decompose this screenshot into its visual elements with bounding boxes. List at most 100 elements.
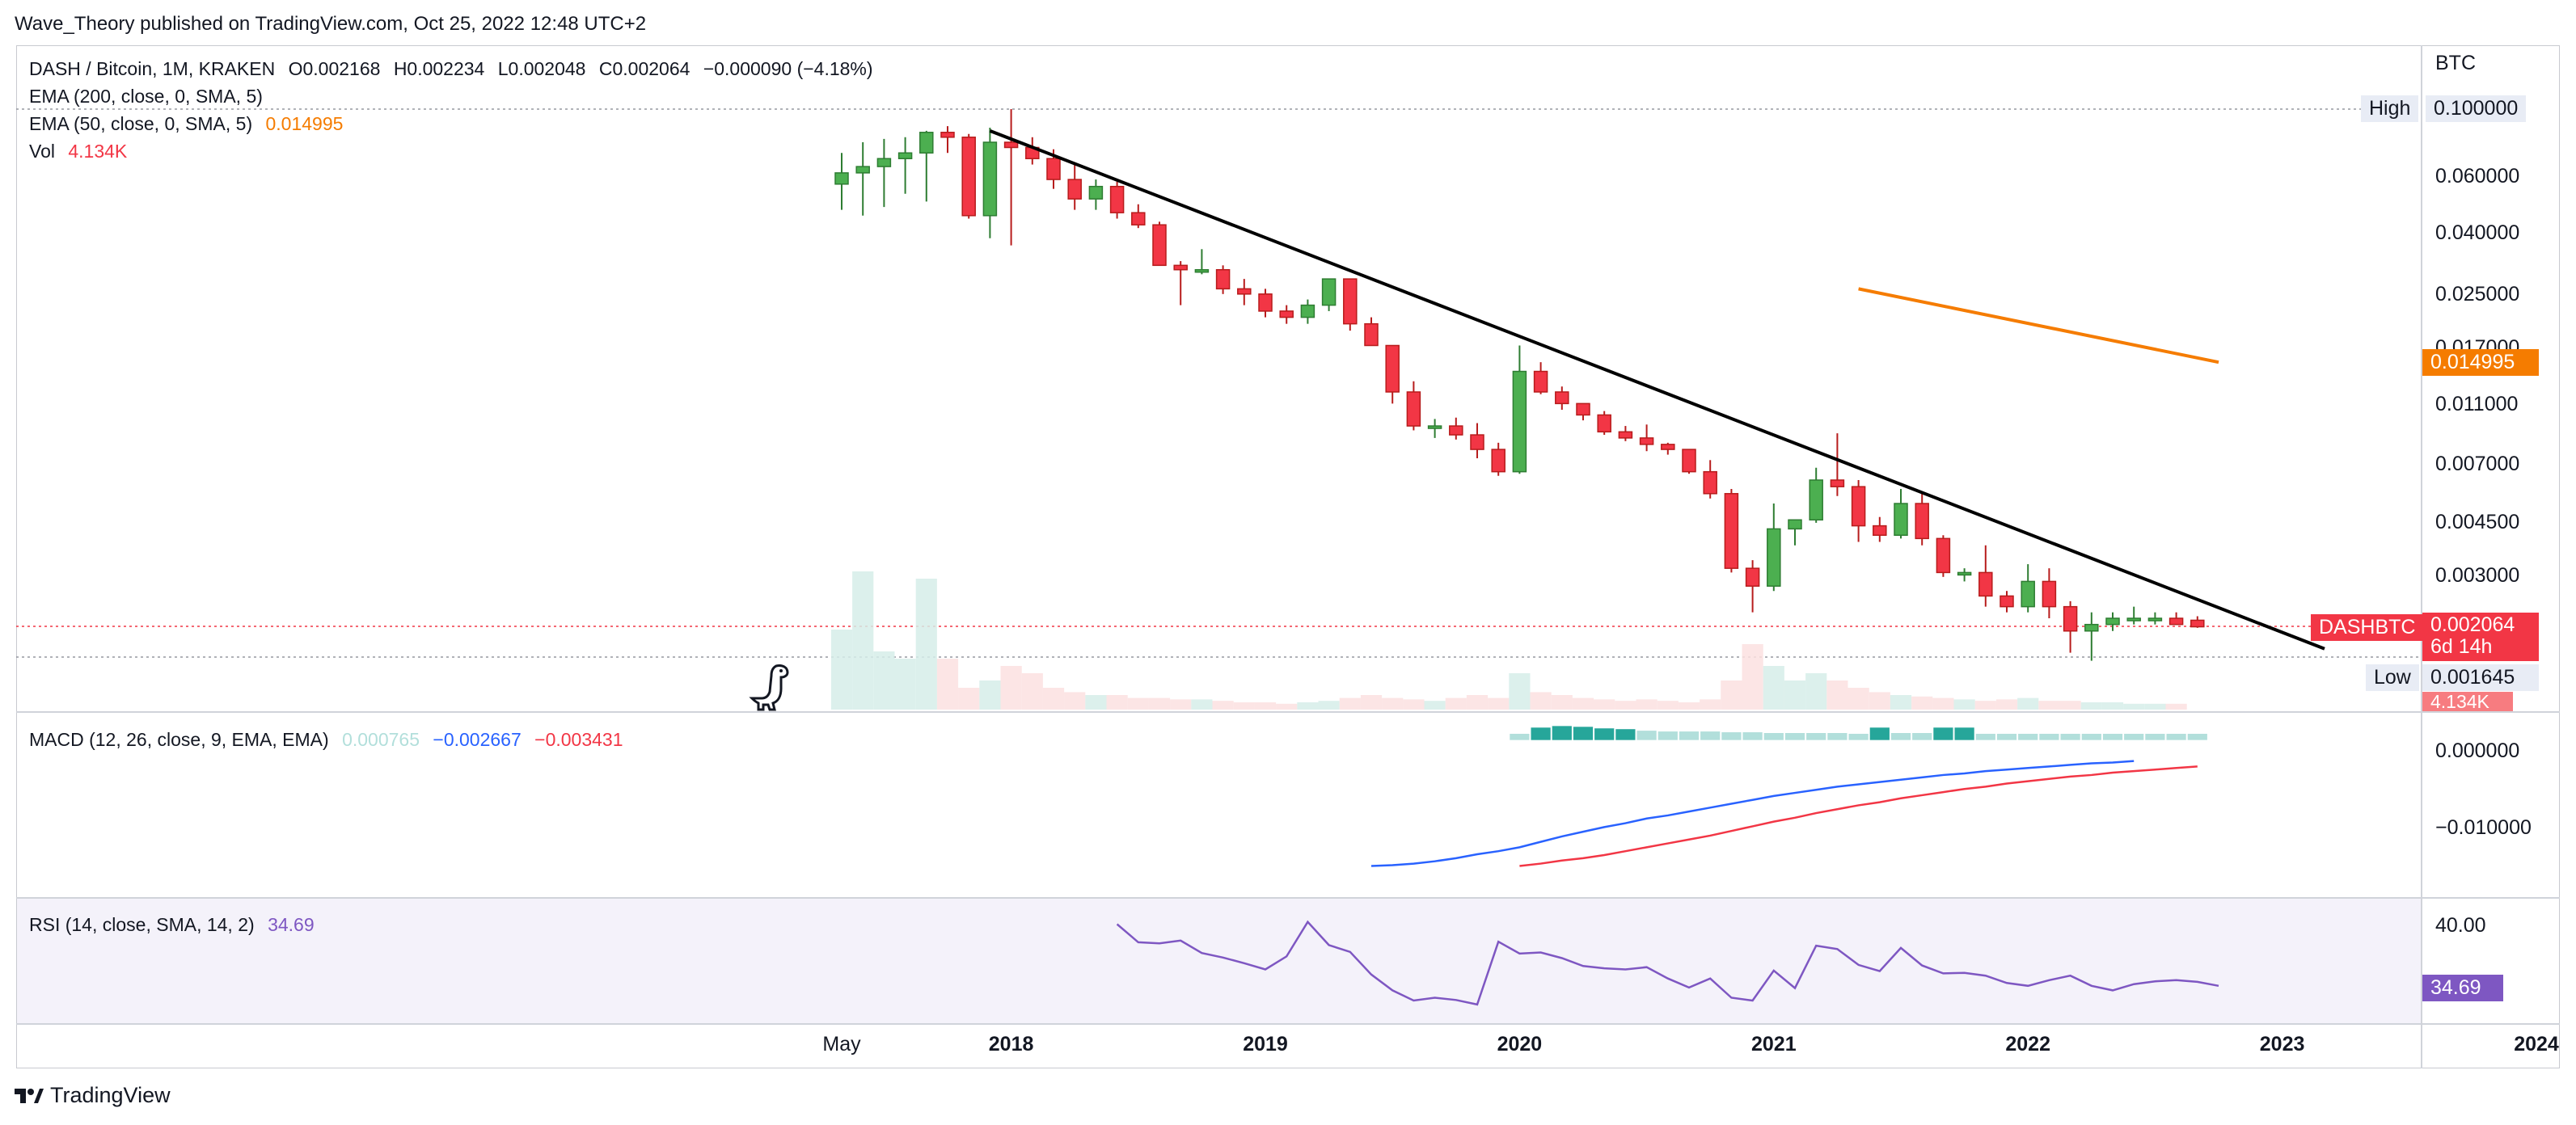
macd-histogram-bar (1806, 733, 1826, 740)
rsi-label: RSI (14, close, SMA, 14, 2) (29, 914, 255, 935)
candle-body (1343, 278, 1358, 325)
volume-bar (1805, 673, 1827, 710)
candle-body (1279, 310, 1294, 318)
macd-histogram-bar (2187, 733, 2207, 740)
volume-bars (830, 571, 2187, 710)
macd-histogram-bar (1869, 727, 1890, 740)
macd-histogram-bar (2039, 733, 2059, 740)
candle-body (1745, 567, 1760, 587)
candle-body (1406, 391, 1421, 427)
volume-bar (1191, 699, 1213, 710)
candle-body (961, 137, 976, 217)
macd-histogram-bar (1721, 732, 1742, 740)
volume-bar (936, 659, 959, 710)
volume-bar (1382, 697, 1404, 710)
candle-body (1003, 141, 1019, 149)
macd-histogram-bar (2145, 733, 2165, 740)
macd-histogram-bar (2081, 733, 2101, 740)
ema200-label: EMA (200, close, 0, SMA, 5) (29, 86, 263, 107)
legend-close: C0.002064 (598, 58, 690, 79)
candle (1915, 493, 1929, 546)
symbol-legend[interactable]: DASH / Bitcoin, 1M, KRAKEN O0.002168 H0.… (29, 58, 873, 80)
ema200-legend[interactable]: EMA (200, close, 0, SMA, 5) (29, 86, 263, 107)
tradingview-footer[interactable]: TradingView (15, 1083, 171, 1108)
candle-body (1978, 571, 1993, 597)
time-axis-label: 2018 (988, 1033, 1034, 1055)
pane-separator-rsi[interactable] (16, 897, 2560, 899)
macd-histogram-bar (1700, 731, 1721, 740)
volume-bar (1233, 702, 1255, 710)
candle-body (1470, 434, 1484, 450)
volume-bar (1953, 699, 1975, 710)
macd-histogram-bar (1784, 733, 1805, 740)
macd-histogram-bar (1954, 727, 1974, 740)
candle-body (1555, 391, 1569, 405)
candle-body (1131, 212, 1146, 225)
macd-legend[interactable]: MACD (12, 26, close, 9, EMA, EMA) 0.0007… (29, 729, 623, 751)
volume-bar (1974, 701, 1996, 710)
macd-histogram-bar (2166, 733, 2186, 740)
candle (1830, 433, 1845, 496)
pane-separator-macd[interactable] (16, 711, 2560, 713)
candle (2190, 616, 2205, 628)
volume-bar (1995, 699, 2018, 710)
volume-bar (2165, 703, 2187, 710)
candle-body (982, 141, 998, 217)
trendline-drawing[interactable] (989, 129, 2325, 651)
candle (1343, 278, 1358, 331)
macd-tick-2: −0.010000 (2435, 816, 2532, 839)
candle (1745, 560, 1760, 613)
candle-body (1237, 288, 1252, 295)
time-axis-label: 2024 (2514, 1033, 2559, 1055)
candle-body (2147, 617, 2163, 621)
price-tick-3: 0.025000 (2435, 283, 2520, 305)
ema50-price-tag: 0.014995 (2422, 349, 2539, 376)
candle-body (1639, 437, 1654, 445)
bar-countdown: 6d 14h (2430, 635, 2493, 658)
macd-histogram-bar (1594, 728, 1615, 740)
candle (834, 153, 849, 210)
candle (1957, 568, 1972, 582)
macd-histogram-bar (1848, 733, 1869, 740)
candle-body (1088, 185, 1104, 200)
volume-bar (1826, 680, 1848, 710)
vol-legend[interactable]: Vol 4.134K (29, 141, 127, 162)
candle-body (1873, 525, 1887, 537)
ema50-legend[interactable]: EMA (50, close, 0, SMA, 5) 0.014995 (29, 113, 343, 135)
candle-body (1767, 528, 1781, 587)
candle (1618, 426, 1633, 441)
candle-body (876, 158, 892, 167)
symbol-title: DASH / Bitcoin, 1M, KRAKEN (29, 58, 276, 79)
volume-bar (1572, 697, 1594, 710)
last-price-tag: 0.002064 6d 14h (2422, 613, 2539, 661)
candle (1512, 345, 1527, 474)
price-tick-1: 0.060000 (2435, 165, 2520, 188)
macd-tick-1: 0.000000 (2435, 739, 2520, 762)
volume-bar (1106, 695, 1128, 710)
candle-body (1385, 344, 1400, 393)
candle (1152, 221, 1167, 267)
macd-signal-line (1519, 765, 2198, 867)
chart-frame (16, 45, 2560, 1068)
footer-brand: TradingView (50, 1083, 171, 1107)
macd-hist-value: 0.000765 (342, 729, 420, 750)
volume-bar (1869, 692, 1890, 710)
trendline (989, 129, 2325, 651)
candle-body (1152, 224, 1167, 267)
candle-body (1724, 493, 1739, 569)
macd-histogram-bar (1827, 733, 1848, 740)
rsi-plot (1116, 920, 2219, 1006)
legend-change: −0.000090 (−4.18%) (703, 58, 873, 79)
candle-body (1533, 370, 1548, 393)
macd-histogram-bar (1912, 733, 1932, 740)
candle (1131, 204, 1146, 229)
rsi-legend[interactable]: RSI (14, close, SMA, 14, 2) 34.69 (29, 914, 315, 936)
legend-low: L0.002048 (497, 58, 586, 79)
volume-bar (1551, 695, 1573, 710)
symbol-price-tag: DASHBTC (2311, 614, 2424, 641)
candle (1406, 381, 1421, 431)
volume-bar (873, 651, 895, 710)
candle-body (1788, 519, 1802, 530)
volume-bar (979, 680, 1001, 710)
